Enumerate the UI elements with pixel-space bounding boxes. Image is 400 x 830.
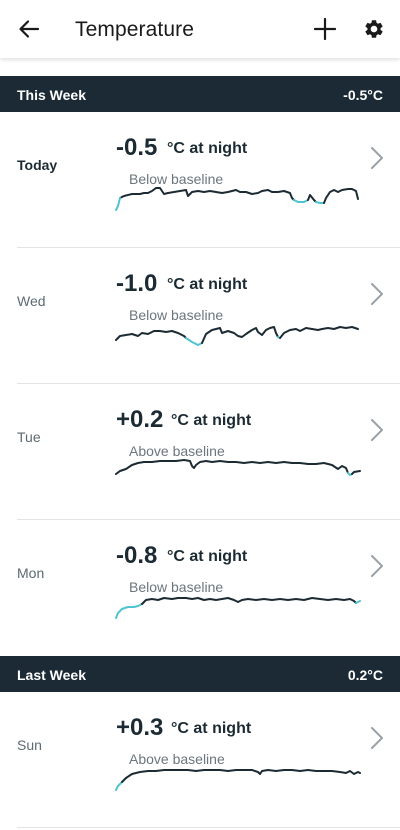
temperature-value: +0.3	[116, 714, 164, 741]
add-button[interactable]	[309, 13, 341, 45]
temperature-unit: °C at night	[171, 720, 252, 737]
baseline-status: Below baseline	[129, 307, 224, 323]
chevron-right-icon	[371, 419, 383, 441]
day-row-sun[interactable]: Sun +0.3 °C at night Above baseline	[0, 692, 400, 828]
section-header-last-week: Last Week 0.2°C	[0, 656, 400, 692]
page-title: Temperature	[75, 18, 194, 41]
night-temperature-sparkline	[115, 459, 361, 476]
chevron-right-icon	[371, 283, 383, 305]
day-label: Sun	[17, 737, 42, 753]
section-label: This Week	[17, 87, 86, 103]
header-gap	[0, 58, 400, 76]
arrow-left-icon	[19, 20, 40, 38]
temperature-value: -0.5	[116, 134, 158, 161]
back-button[interactable]	[13, 13, 45, 45]
chevron-right-icon	[371, 727, 383, 749]
temperature-value: -0.8	[116, 542, 158, 569]
app-bar: Temperature	[0, 0, 400, 58]
settings-button[interactable]	[358, 13, 390, 45]
night-temperature-sparkline	[115, 187, 359, 211]
day-label: Today	[17, 157, 58, 173]
night-temperature-sparkline	[115, 769, 361, 791]
row-divider	[17, 247, 400, 248]
temperature-value: -1.0	[116, 270, 158, 297]
temperature-value: +0.2	[116, 406, 164, 433]
section-average: -0.5°C	[343, 87, 383, 103]
day-row-tue[interactable]: Tue +0.2 °C at night Above baseline	[0, 384, 400, 520]
temperature-unit: °C at night	[167, 276, 248, 293]
baseline-status: Below baseline	[129, 171, 224, 187]
chevron-right-icon	[371, 147, 383, 169]
night-temperature-sparkline	[115, 326, 359, 346]
chevron-right-icon	[371, 555, 383, 577]
temperature-unit: °C at night	[167, 548, 248, 565]
baseline-status: Below baseline	[129, 579, 224, 595]
gear-icon	[365, 20, 383, 38]
day-label: Wed	[17, 293, 46, 309]
temperature-unit: °C at night	[171, 412, 252, 429]
day-row-today[interactable]: Today -0.5 °C at night Below baseline	[0, 112, 400, 248]
baseline-status: Above baseline	[129, 751, 225, 767]
row-divider	[17, 519, 400, 520]
row-divider	[17, 827, 400, 828]
night-temperature-sparkline	[115, 597, 361, 619]
row-divider	[17, 383, 400, 384]
day-row-wed[interactable]: Wed -1.0 °C at night Below baseline	[0, 248, 400, 384]
day-label: Mon	[17, 565, 45, 581]
section-header-this-week: This Week -0.5°C	[0, 76, 400, 112]
section-label: Last Week	[17, 667, 86, 683]
day-label: Tue	[17, 429, 41, 445]
section-average: 0.2°C	[347, 667, 383, 683]
day-row-mon[interactable]: Mon -0.8 °C at night Below baseline	[0, 520, 400, 656]
temperature-unit: °C at night	[167, 140, 248, 157]
plus-icon	[314, 18, 336, 40]
baseline-status: Above baseline	[129, 443, 225, 459]
